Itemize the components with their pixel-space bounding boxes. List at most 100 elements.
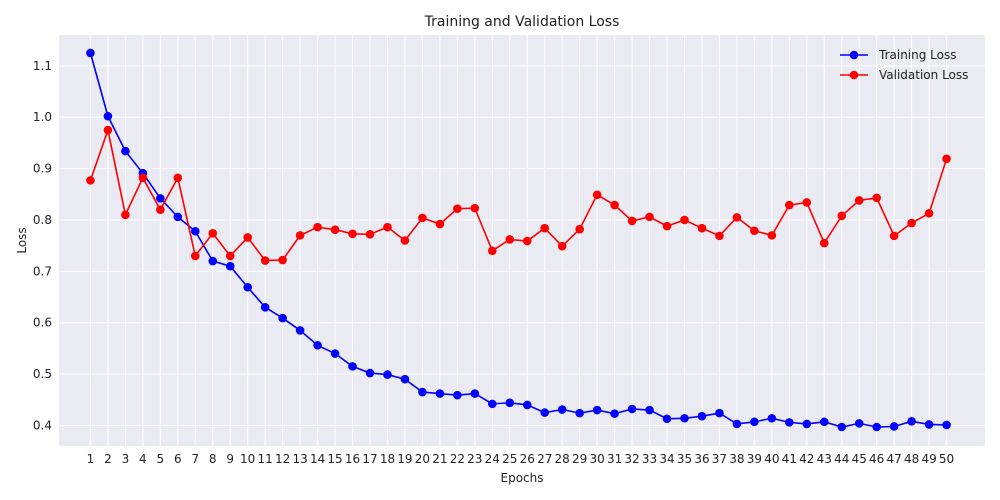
x-tick-label: 49 bbox=[921, 452, 936, 466]
data-point bbox=[208, 229, 218, 238]
data-point bbox=[435, 219, 445, 229]
y-tick-label: 1.0 bbox=[33, 110, 52, 124]
data-point bbox=[400, 374, 410, 384]
data-point bbox=[767, 413, 777, 423]
data-point bbox=[575, 408, 584, 418]
x-tick-label: 21 bbox=[432, 452, 447, 466]
data-point bbox=[453, 390, 462, 400]
data-point bbox=[470, 389, 480, 398]
data-point bbox=[418, 387, 427, 397]
data-point bbox=[330, 225, 340, 235]
data-point bbox=[907, 417, 916, 426]
y-tick-labels: 0.4 0.5 0.6 0.7 0.8 0.9 1.0 1.1 bbox=[33, 59, 52, 433]
data-point bbox=[522, 400, 532, 410]
x-tick-label: 9 bbox=[226, 452, 234, 466]
data-point bbox=[697, 223, 707, 233]
x-tick-label: 31 bbox=[607, 452, 622, 466]
y-tick-label: 0.4 bbox=[33, 418, 52, 432]
x-tick-label: 42 bbox=[799, 452, 814, 466]
legend-label-training: Training Loss bbox=[878, 48, 956, 62]
x-tick-labels: 1 2 3 4 5 6 7 8 9 10 11 12 13 14 15 16 17 18 19 20 21 22 23 24 2… bbox=[87, 452, 955, 466]
series-1 bbox=[86, 125, 951, 265]
data-point bbox=[243, 233, 252, 242]
y-tick-label: 1.1 bbox=[33, 59, 52, 73]
data-point bbox=[243, 282, 252, 292]
x-tick-label: 2 bbox=[104, 452, 112, 466]
x-tick-label: 37 bbox=[712, 452, 727, 466]
data-point bbox=[278, 255, 287, 265]
x-tick-label: 41 bbox=[782, 452, 797, 466]
series-layer bbox=[86, 48, 951, 432]
data-point bbox=[313, 222, 322, 232]
legend-marker-training bbox=[849, 50, 859, 60]
data-point bbox=[418, 213, 427, 223]
data-point bbox=[837, 422, 847, 432]
x-tick-label: 28 bbox=[555, 452, 570, 466]
x-axis-label: Epochs bbox=[501, 471, 544, 485]
data-point bbox=[819, 238, 829, 248]
data-point bbox=[173, 173, 183, 183]
data-point bbox=[889, 231, 899, 241]
x-tick-label: 19 bbox=[397, 452, 412, 466]
data-point bbox=[208, 256, 218, 266]
data-point bbox=[278, 313, 287, 323]
x-tick-label: 29 bbox=[572, 452, 587, 466]
data-point bbox=[487, 246, 497, 256]
data-point bbox=[872, 422, 881, 432]
x-tick-label: 16 bbox=[345, 452, 360, 466]
data-point bbox=[86, 48, 95, 58]
x-tick-label: 43 bbox=[817, 452, 832, 466]
y-tick-label: 0.9 bbox=[33, 162, 52, 176]
x-tick-label: 33 bbox=[642, 452, 657, 466]
data-point bbox=[627, 216, 637, 226]
data-point bbox=[505, 398, 515, 408]
grid-lines bbox=[59, 35, 985, 446]
x-tick-label: 34 bbox=[659, 452, 674, 466]
legend-item-training: Training Loss bbox=[840, 48, 956, 62]
data-point bbox=[173, 212, 183, 222]
y-tick-label: 0.6 bbox=[33, 316, 52, 330]
data-point bbox=[557, 241, 567, 251]
x-tick-label: 25 bbox=[502, 452, 517, 466]
x-tick-label: 7 bbox=[191, 452, 199, 466]
data-point bbox=[295, 231, 305, 240]
data-point bbox=[750, 226, 759, 236]
data-point bbox=[942, 154, 951, 164]
data-point bbox=[365, 230, 375, 239]
x-tick-label: 5 bbox=[157, 452, 165, 466]
data-point bbox=[785, 200, 794, 210]
data-point bbox=[453, 204, 462, 213]
x-tick-label: 45 bbox=[852, 452, 867, 466]
data-point bbox=[680, 215, 689, 225]
series-0 bbox=[86, 48, 951, 432]
data-point bbox=[662, 414, 672, 424]
legend: Training Loss Validation Loss bbox=[840, 48, 968, 82]
data-point bbox=[470, 203, 480, 213]
data-point bbox=[872, 193, 881, 203]
data-point bbox=[435, 389, 445, 398]
x-tick-label: 48 bbox=[904, 452, 919, 466]
data-point bbox=[383, 370, 392, 379]
y-tick-label: 0.8 bbox=[33, 213, 52, 227]
data-point bbox=[942, 420, 951, 430]
data-point bbox=[697, 411, 707, 421]
data-point bbox=[557, 405, 567, 414]
data-point bbox=[592, 405, 602, 415]
data-point bbox=[121, 210, 130, 220]
x-tick-label: 39 bbox=[747, 452, 762, 466]
x-tick-label: 15 bbox=[327, 452, 342, 466]
x-tick-label: 3 bbox=[122, 452, 130, 466]
data-point bbox=[400, 236, 410, 245]
data-point bbox=[487, 399, 497, 409]
data-point bbox=[260, 256, 270, 265]
x-tick-label: 50 bbox=[939, 452, 954, 466]
y-tick-label: 0.7 bbox=[33, 264, 52, 278]
data-point bbox=[645, 212, 654, 222]
data-point bbox=[732, 419, 742, 429]
data-point bbox=[313, 341, 322, 350]
data-point bbox=[540, 223, 550, 233]
data-point bbox=[225, 251, 235, 261]
x-tick-label: 22 bbox=[450, 452, 465, 466]
data-point bbox=[680, 413, 689, 423]
data-point bbox=[138, 173, 148, 183]
